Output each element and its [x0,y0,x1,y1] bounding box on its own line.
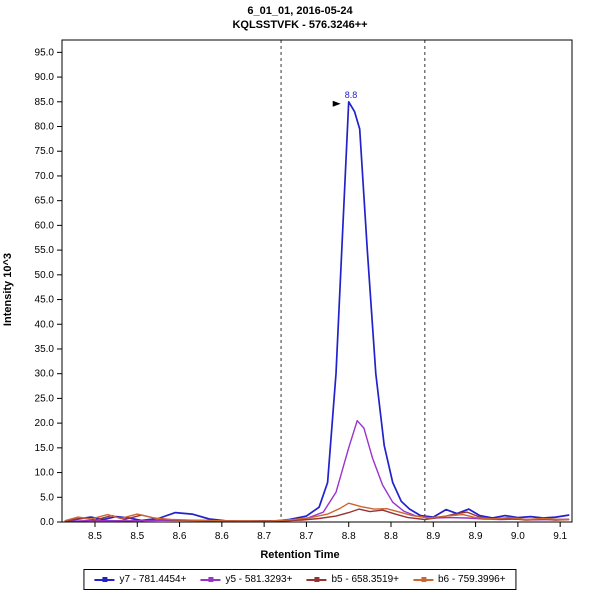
x-tick-label: 8.7 [257,531,271,542]
y-tick-label: 15.0 [35,443,55,454]
x-tick-label: 8.7 [299,531,313,542]
x-tick-label: 9.0 [511,531,525,542]
x-tick-label: 8.6 [215,531,229,542]
y-tick-label: 65.0 [35,196,55,207]
legend-swatch-icon [200,576,221,582]
legend-item: b5 - 658.3519+ [306,574,399,585]
chart-title: 6_01_01, 2016-05-24 [247,5,353,17]
chromatogram-plot[interactable]: 0.0 5.0 10.0 15.0 20.0 25.0 30.0 35.0 40.0 45.0 50… [0,34,600,546]
y-tick-label: 75.0 [35,146,55,157]
plot-border [61,39,573,523]
y-tick-label: 45.0 [35,295,55,306]
y-tick-label: 0.0 [40,517,54,528]
y-tick-label: 80.0 [35,122,55,133]
y-tick-label: 35.0 [35,344,55,355]
legend-label: y7 - 781.4454+ [119,574,187,585]
y-tick-label: 40.0 [35,319,55,330]
x-axis-label: Retention Time [260,549,340,561]
y-tick-label: 50.0 [35,270,55,281]
x-tick-label: 8.5 [88,531,102,542]
series-line-b6 [64,502,570,522]
legend-item: y5 - 581.3293+ [200,574,292,585]
series-line-y7 [64,100,570,523]
y-tick-label: 5.0 [40,492,54,503]
x-tick-label: 8.8 [342,531,356,542]
x-tick-label: 8.5 [130,531,144,542]
x-tick-label: 8.9 [469,531,483,542]
x-tick-label: 8.9 [426,531,440,542]
legend-label: b6 - 759.3996+ [438,574,506,585]
y-tick-label: 60.0 [35,220,55,231]
legend-item: y7 - 781.4454+ [94,574,186,585]
y-tick-label: 95.0 [35,47,55,58]
y-tick-label: 90.0 [35,72,55,83]
legend-label: y5 - 581.3293+ [225,574,293,585]
y-tick-label: 25.0 [35,393,55,404]
y-tick-label: 30.0 [35,369,55,380]
legend-swatch-icon [94,576,115,582]
legend-item: b6 - 759.3996+ [413,574,506,585]
y-tick-label: 10.0 [35,468,55,479]
legend-box: y7 - 781.4454+ y5 - 581.3293+ b5 - 658.351… [83,569,517,590]
peak-pointer-icon [332,100,341,107]
x-tick-label: 8.6 [173,531,187,542]
legend-swatch-icon [413,576,433,582]
y-tick-label: 85.0 [35,97,55,108]
series-line-y5 [64,420,570,522]
y-tick-label: 20.0 [35,418,55,429]
chart-subtitle: KQLSSTVFK - 576.3246++ [232,19,368,31]
peak-annotation[interactable]: 8.8 [345,90,358,100]
y-tick-label: 70.0 [35,171,55,182]
x-tick-label: 8.8 [384,531,398,542]
y-tick-label: 55.0 [35,245,55,256]
legend-swatch-icon [306,576,327,582]
legend-label: b5 - 658.3519+ [331,574,399,585]
x-tick-label: 9.1 [553,531,567,542]
